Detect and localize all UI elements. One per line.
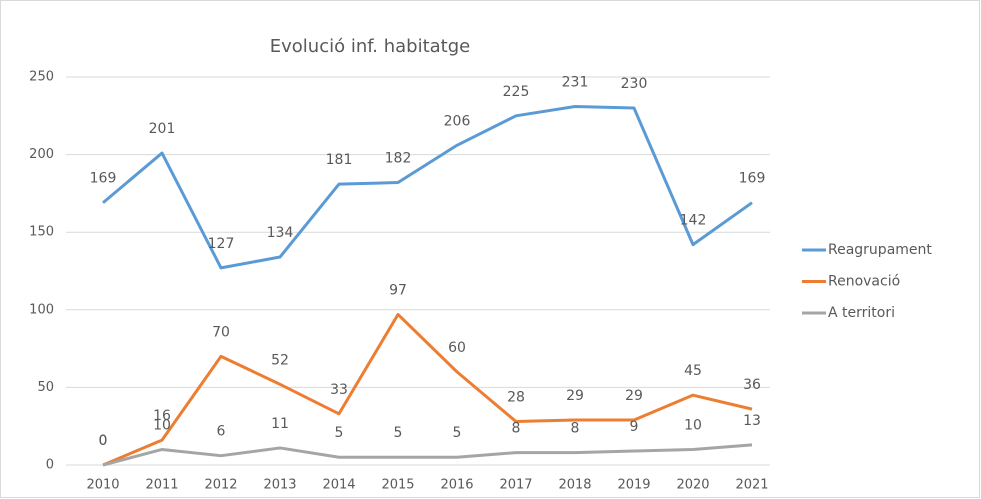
data-label: 225 [503, 84, 530, 100]
data-label: 8 [571, 421, 580, 437]
data-label: 29 [625, 388, 643, 404]
data-label: 45 [684, 363, 702, 379]
data-label: 10 [684, 417, 702, 433]
line-series [102, 104, 753, 270]
data-label: 70 [212, 324, 230, 340]
data-label: 5 [394, 425, 403, 441]
x-tick-label: 2020 [676, 478, 709, 493]
data-label: 5 [453, 425, 462, 441]
data-label: 169 [90, 171, 117, 187]
data-label: 10 [153, 417, 171, 433]
x-tick-label: 2019 [617, 478, 650, 493]
data-label: 28 [507, 390, 525, 406]
data-label: 206 [444, 113, 471, 129]
data-label: 8 [512, 421, 521, 437]
data-label: 33 [330, 382, 348, 398]
data-label: 9 [630, 419, 639, 435]
data-label: 169 [739, 171, 766, 187]
x-tick-label: 2017 [499, 478, 532, 493]
data-label: 52 [271, 352, 289, 368]
data-label: 201 [149, 121, 176, 137]
data-label: 0 [99, 433, 108, 449]
y-tick-label: 150 [29, 225, 54, 240]
data-label: 142 [680, 213, 707, 229]
y-tick-label: 200 [29, 147, 54, 162]
chart-title: Evolució inf. habitatge [270, 36, 470, 57]
data-label: 0 [99, 433, 108, 449]
x-tick-label: 2012 [204, 478, 237, 493]
data-label: 231 [562, 74, 589, 90]
y-tick-label: 0 [46, 458, 54, 473]
x-tick-label: 2010 [86, 478, 119, 493]
line-series [102, 312, 753, 467]
data-label: 181 [326, 152, 353, 168]
y-tick-label: 100 [29, 302, 54, 317]
data-label: 13 [743, 413, 761, 429]
x-tick-label: 2016 [440, 478, 473, 493]
y-tick-label: 250 [29, 70, 54, 85]
data-label: 36 [743, 377, 761, 393]
legend-label: A territori [828, 305, 895, 321]
data-label: 127 [208, 236, 235, 252]
x-tick-label: 2011 [145, 478, 178, 493]
legend-label: Renovació [828, 274, 900, 290]
data-label: 60 [448, 340, 466, 356]
x-tick-label: 2014 [322, 478, 355, 493]
x-tick-label: 2021 [735, 478, 768, 493]
x-tick-label: 2015 [381, 478, 414, 493]
legend-label: Reagrupament [828, 242, 932, 258]
data-label: 11 [271, 416, 289, 432]
data-label: 182 [385, 151, 412, 167]
data-label: 5 [335, 425, 344, 441]
line-series [102, 443, 753, 467]
data-label: 6 [217, 424, 226, 440]
data-label: 29 [566, 388, 584, 404]
data-label: 134 [267, 225, 294, 241]
data-label: 230 [621, 76, 648, 92]
x-tick-label: 2018 [558, 478, 591, 493]
y-tick-label: 50 [37, 380, 54, 395]
data-label: 97 [389, 282, 407, 298]
x-tick-label: 2013 [263, 478, 296, 493]
data-label: 16 [153, 408, 171, 424]
